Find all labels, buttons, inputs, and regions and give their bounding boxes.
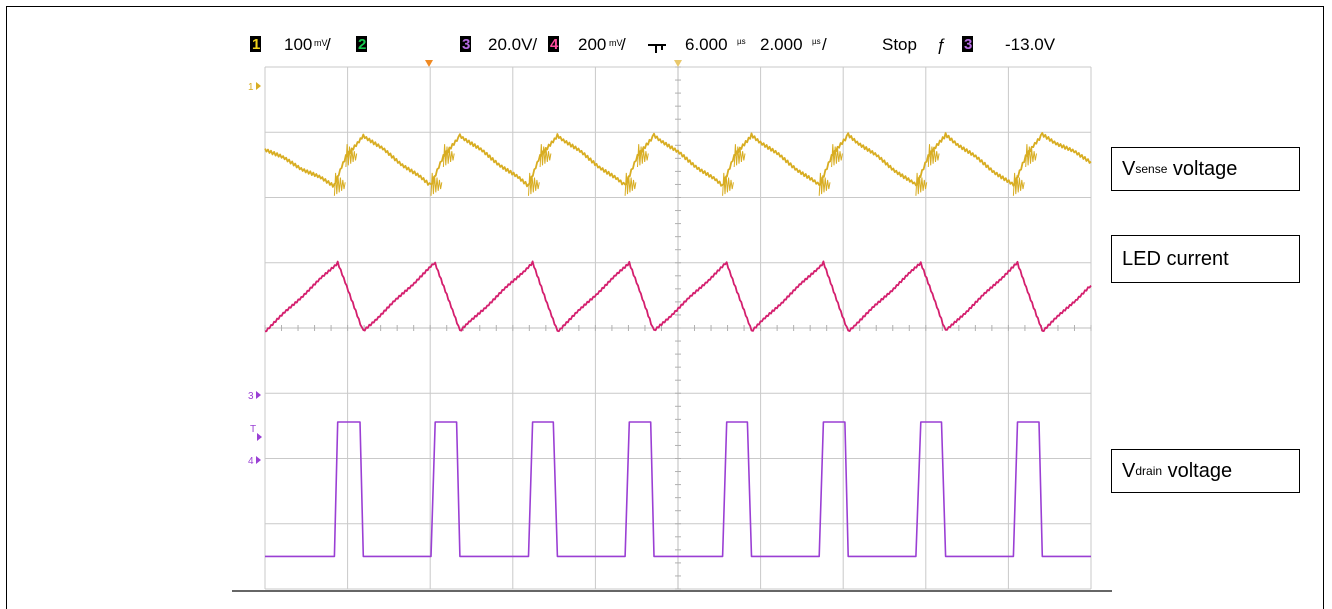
oscilloscope-screen: 1 100 mV / 2 3 20.0V/ 4 200 mV / 6.000 µ… bbox=[232, 30, 1112, 592]
trace-vsense-ringing bbox=[927, 144, 940, 168]
vsense-callout-sub: sense bbox=[1135, 162, 1168, 176]
ch1-unit: mV bbox=[314, 38, 328, 48]
status-bar: 1 100 mV / 2 3 20.0V/ 4 200 mV / 6.000 µ… bbox=[232, 30, 1112, 57]
trigger-position-unit: µs bbox=[737, 37, 746, 46]
trace-vsense-ringing bbox=[637, 144, 649, 168]
trace-vsense-ringing bbox=[915, 172, 928, 196]
trace-vsense-ringing bbox=[624, 172, 637, 196]
trace-v-drain-voltage bbox=[265, 421, 1091, 558]
led-current-callout: LED current bbox=[1111, 235, 1300, 283]
trace-vsense-ringing bbox=[333, 172, 346, 196]
ch4-unit: mV bbox=[609, 38, 623, 48]
vdrain-callout-rest: voltage bbox=[1162, 459, 1233, 482]
ch1-scale: 100 bbox=[284, 35, 312, 54]
ch1-slash: / bbox=[326, 35, 331, 54]
trace-vsense-ringing bbox=[1025, 144, 1037, 168]
run-state: Stop bbox=[882, 35, 917, 54]
ch1-marker: 1 bbox=[248, 82, 254, 93]
trigger-marker-arrow bbox=[257, 433, 262, 441]
vsense-callout-rest: voltage bbox=[1167, 157, 1238, 180]
ch4-scale: 200 bbox=[578, 35, 606, 54]
trace-vsense-ringing bbox=[539, 144, 552, 168]
timebase-slash: / bbox=[822, 35, 827, 54]
trace-led-current bbox=[264, 260, 1092, 333]
scope-background bbox=[232, 30, 1112, 592]
trigger-delay-marker-orange bbox=[425, 60, 433, 67]
ch1-badge bbox=[250, 36, 261, 52]
ch1-badge-text: 1 bbox=[252, 36, 260, 53]
ch2-badge bbox=[356, 36, 367, 52]
trace-vsense-ringing bbox=[831, 144, 843, 168]
ch4-slash: / bbox=[621, 35, 626, 54]
trace-vsense-ringing bbox=[1012, 172, 1025, 196]
trace-vsense-ringing bbox=[430, 172, 443, 196]
vsense-callout-main: V bbox=[1122, 157, 1136, 180]
figure-frame bbox=[6, 6, 1324, 609]
ch3-marker-arrow bbox=[256, 391, 261, 399]
trigger-delay-marker-yellow bbox=[674, 60, 682, 67]
ch3-marker: 3 bbox=[248, 391, 254, 402]
ch3-scale: 20.0V/ bbox=[488, 35, 537, 54]
ch4-badge bbox=[548, 36, 559, 52]
trace-vsense-ringing bbox=[722, 172, 734, 196]
timebase: 2.000 bbox=[760, 35, 803, 54]
trigger-source-badge-text: 3 bbox=[964, 36, 972, 53]
ch3-badge bbox=[460, 36, 471, 52]
led-current-callout-text: LED current bbox=[1122, 247, 1229, 270]
ch4-marker-arrow bbox=[256, 456, 261, 464]
trace-v-sense-voltage bbox=[264, 132, 1092, 188]
trigger-edge-icon bbox=[648, 44, 666, 53]
ch4-badge-text: 4 bbox=[550, 36, 559, 53]
trigger-marker: T bbox=[250, 424, 256, 435]
rising-edge-icon: ƒ bbox=[936, 35, 945, 54]
ch4-marker: 4 bbox=[248, 456, 254, 467]
ch2-badge-text: 2 bbox=[358, 36, 366, 53]
trace-vsense-ringing bbox=[528, 172, 540, 196]
waveform-traces bbox=[264, 132, 1092, 558]
ch3-badge-text: 3 bbox=[462, 36, 470, 53]
scope-chart: 1 100 mV / 2 3 20.0V/ 4 200 mV / 6.000 µ… bbox=[232, 30, 1112, 592]
trace-vsense-ringing bbox=[442, 144, 455, 168]
channel-markers: 1 3 T 4 bbox=[248, 82, 262, 467]
trace-vsense-ringing bbox=[733, 144, 746, 168]
trigger-level: -13.0V bbox=[1005, 35, 1056, 54]
vdrain-callout-main: V bbox=[1122, 459, 1136, 482]
ch1-marker-arrow bbox=[256, 82, 261, 90]
vdrain-callout-sub: drain bbox=[1135, 464, 1163, 478]
trace-vsense-ringing bbox=[345, 144, 358, 168]
trigger-position: 6.000 bbox=[685, 35, 728, 54]
timebase-unit: µs bbox=[812, 37, 821, 46]
trace-vsense-ringing bbox=[818, 172, 831, 196]
trigger-source-badge bbox=[962, 36, 973, 52]
